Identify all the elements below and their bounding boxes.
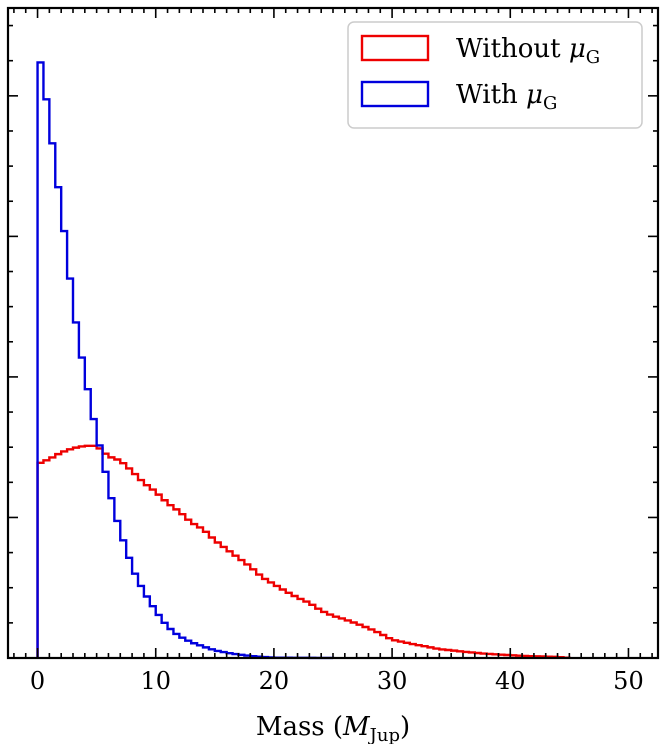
legend-label-with-prefix: With	[456, 80, 526, 110]
legend-box	[347, 21, 643, 129]
legend-label-with-subscript: G	[543, 93, 557, 114]
x-axis-label: Mass (MJup)	[256, 712, 410, 744]
x-tick-label: 30	[377, 667, 408, 695]
x-axis-label-subscript: Jup	[368, 725, 400, 744]
plot-frame	[6, 6, 660, 660]
x-axis-label-prefix: Mass (	[256, 712, 343, 742]
legend-label-without: Without μG	[456, 34, 600, 68]
x-tick-label: 40	[495, 667, 526, 695]
x-tick-label: 10	[140, 667, 171, 695]
legend: Without μG With μG	[347, 21, 643, 129]
x-axis-label-symbol: M	[342, 712, 371, 742]
legend-label-with: With μG	[456, 80, 557, 114]
x-tick-label: 50	[613, 667, 644, 695]
legend-label-without-symbol: μ	[569, 34, 586, 64]
x-tick-label: 20	[259, 667, 290, 695]
legend-label-with-symbol: μ	[526, 80, 543, 110]
legend-label-without-prefix: Without	[456, 34, 569, 64]
legend-label-without-subscript: G	[586, 47, 600, 68]
x-tick-label: 0	[30, 667, 45, 695]
series-without-step-line	[36, 444, 571, 659]
legend-swatch-without	[360, 34, 430, 62]
legend-swatch-with	[360, 80, 430, 108]
x-axis-label-suffix: )	[400, 712, 410, 742]
